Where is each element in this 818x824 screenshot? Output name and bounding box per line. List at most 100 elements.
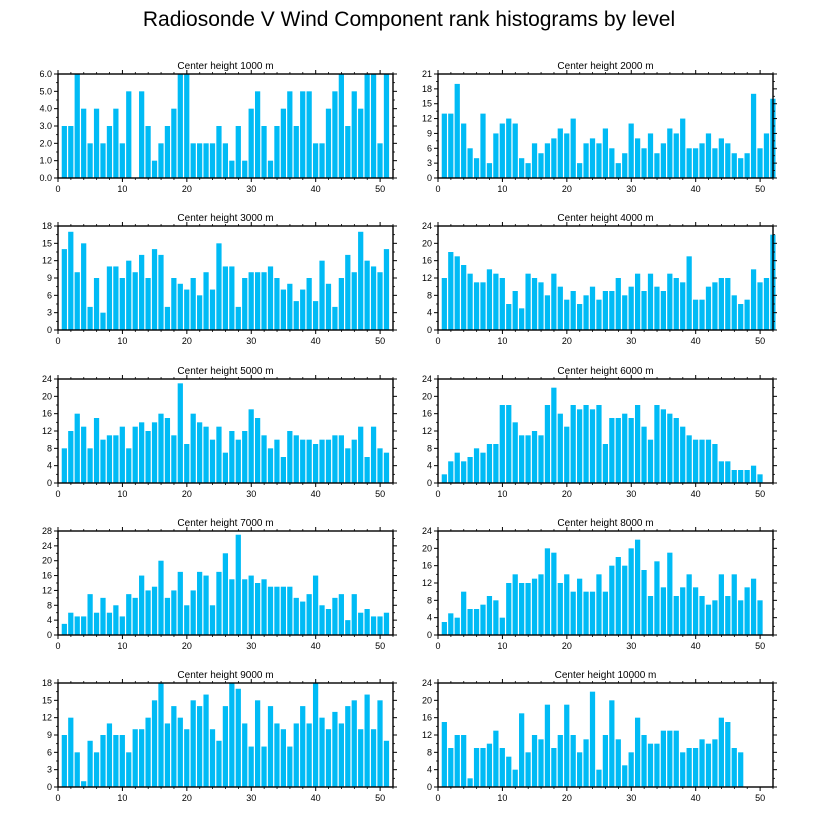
- bar: [454, 256, 460, 330]
- bar: [654, 561, 660, 635]
- bar: [557, 583, 563, 635]
- y-tick-label: 12: [422, 426, 432, 436]
- bar: [113, 108, 119, 178]
- bar: [763, 133, 770, 178]
- bar: [280, 457, 286, 483]
- bar: [512, 291, 518, 330]
- bar: [544, 295, 551, 330]
- bar: [177, 383, 183, 483]
- bar: [139, 254, 145, 330]
- x-tick-label: 0: [55, 184, 60, 194]
- bar: [615, 739, 621, 787]
- bar: [171, 278, 177, 330]
- bar: [100, 597, 106, 635]
- bar: [641, 148, 647, 178]
- y-tick-label: 24: [42, 374, 52, 384]
- bar: [300, 439, 306, 483]
- panel-8: Center height 8000 m 0 4 8 12 16 20 24 0 10 20 30 40…: [422, 518, 777, 651]
- bar: [660, 291, 666, 330]
- bar: [622, 413, 628, 483]
- bar: [660, 409, 666, 483]
- panel-2: Center height 2000 m 0 3 6 9 12 15 18 21 0 10 20 30 4…: [422, 61, 777, 194]
- bar: [184, 729, 190, 787]
- x-tick-label: 50: [375, 793, 385, 803]
- bar: [254, 272, 261, 330]
- bar: [654, 153, 660, 178]
- bar: [377, 700, 383, 787]
- bar: [725, 278, 731, 330]
- bar: [248, 746, 254, 787]
- bar: [364, 74, 370, 178]
- bar: [589, 691, 596, 787]
- bar: [757, 282, 763, 330]
- bar: [229, 431, 235, 483]
- bar: [538, 153, 544, 178]
- bar: [158, 683, 164, 787]
- x-tick-label: 40: [311, 641, 321, 651]
- bar: [351, 439, 357, 483]
- y-tick-label: 8: [427, 747, 432, 757]
- bar: [499, 748, 505, 787]
- bar: [383, 452, 390, 483]
- bar: [229, 579, 235, 635]
- bar: [370, 729, 377, 787]
- bar: [248, 108, 254, 178]
- bar: [190, 278, 196, 330]
- bar: [139, 91, 145, 178]
- y-tick-label: 3: [47, 765, 52, 775]
- bar: [512, 574, 518, 635]
- y-tick-label: 12: [422, 730, 432, 740]
- bar: [577, 578, 583, 635]
- bar: [68, 126, 74, 178]
- bar: [757, 148, 763, 178]
- bar: [358, 231, 364, 330]
- panel-title: Center height 6000 m: [557, 366, 653, 377]
- bar: [377, 143, 383, 178]
- bar: [68, 612, 74, 635]
- y-tick-label: 0: [427, 630, 432, 640]
- bar: [190, 590, 196, 635]
- y-tick-label: 9: [47, 273, 52, 283]
- bar: [209, 605, 216, 635]
- bar: [718, 461, 724, 483]
- bar: [203, 143, 209, 178]
- bar: [660, 730, 666, 787]
- bar: [293, 435, 299, 483]
- bar: [519, 583, 525, 635]
- bar: [370, 426, 377, 483]
- bar: [692, 439, 699, 483]
- bar: [319, 143, 325, 178]
- bar: [358, 729, 364, 787]
- bar: [577, 304, 583, 330]
- bar: [473, 748, 480, 787]
- bar: [525, 583, 531, 635]
- bar: [441, 722, 447, 787]
- bar: [712, 148, 718, 178]
- x-tick-label: 0: [55, 336, 60, 346]
- bar: [61, 623, 67, 635]
- bar: [705, 604, 712, 635]
- bar: [602, 591, 609, 635]
- bar: [705, 133, 712, 178]
- bar: [731, 470, 737, 483]
- bar: [93, 612, 100, 635]
- x-tick-label: 40: [691, 184, 701, 194]
- y-tick-label: 16: [422, 256, 432, 266]
- bar: [61, 249, 67, 330]
- bar: [705, 439, 712, 483]
- bar: [738, 470, 744, 483]
- bar: [164, 723, 171, 787]
- bar: [345, 126, 351, 178]
- bar: [171, 590, 177, 635]
- x-tick-label: 0: [435, 184, 440, 194]
- bar: [164, 126, 171, 178]
- bar: [531, 278, 538, 330]
- y-tick-label: 20: [422, 238, 432, 248]
- panel-5: Center height 5000 m 0 4 8 12 16 20 24 0 10 20 30 40…: [42, 366, 397, 499]
- bar: [583, 739, 589, 787]
- bar: [306, 723, 312, 787]
- bar: [557, 128, 563, 178]
- bar: [589, 591, 596, 635]
- y-tick-label: 0.0: [39, 173, 52, 183]
- bar: [731, 153, 737, 178]
